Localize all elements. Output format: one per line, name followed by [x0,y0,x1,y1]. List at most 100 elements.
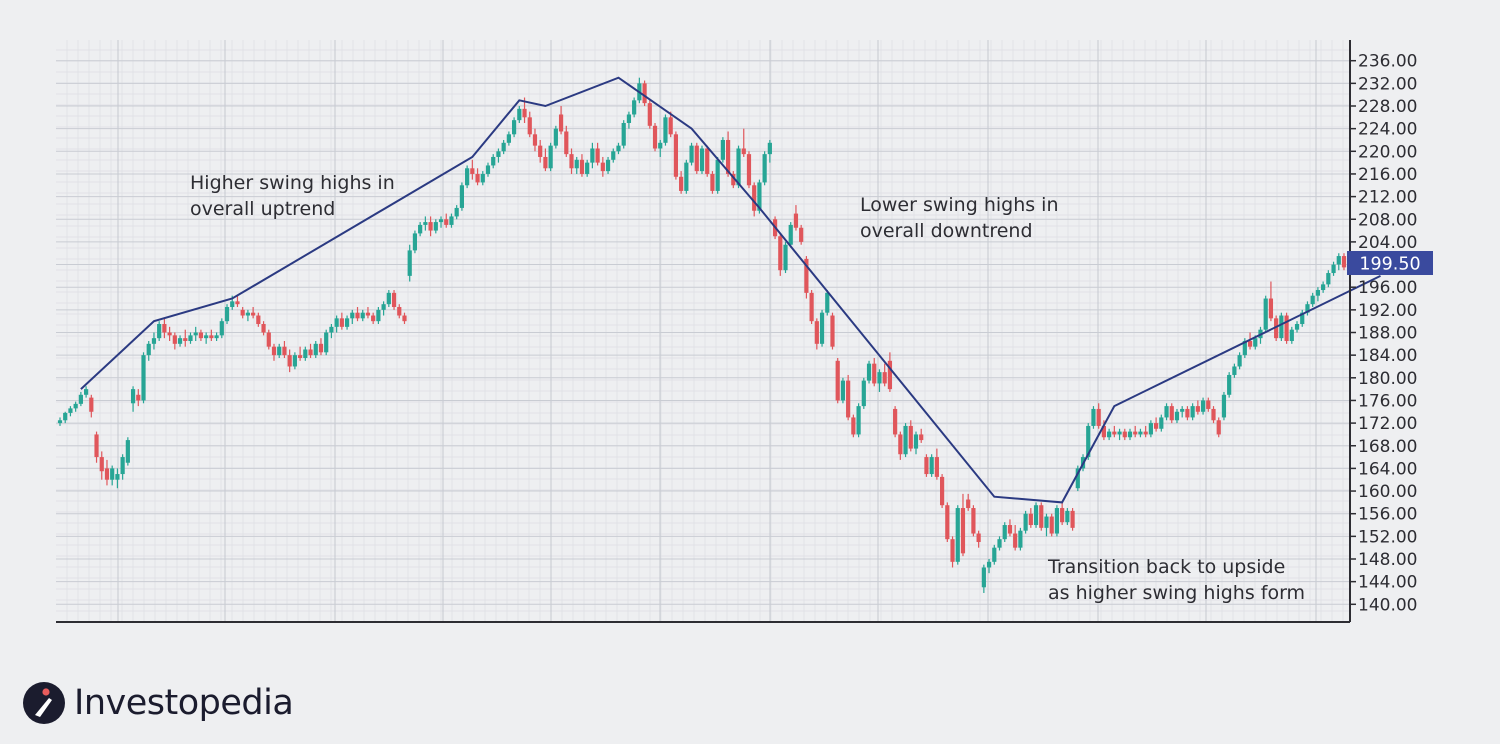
brand-logo: Investopedia [22,680,294,726]
candle-down [198,329,204,341]
candle-up [929,454,934,477]
candle-up [1127,428,1133,441]
candle-body [835,360,840,401]
candle-body [621,122,626,146]
candle-body [1216,420,1221,435]
candle-body [491,156,496,166]
candle-down [851,414,856,438]
candle-down [538,139,543,163]
candle-down [694,142,699,174]
candle-down [532,128,538,152]
candle-up [1331,261,1336,276]
candle-body [1211,408,1216,421]
candle-up [78,391,83,407]
candle-body [183,338,188,341]
candle-body [204,335,209,339]
candle-up [501,139,506,155]
candle-up [626,111,632,129]
candle-body [679,176,684,191]
candle-body [950,539,955,562]
candle-body [1206,400,1211,409]
candle-body [1300,312,1305,325]
candle-body [825,292,830,313]
candle-down [1341,253,1347,271]
candle-down [647,100,652,129]
candle-up [1018,527,1023,551]
candle-body [960,508,966,554]
candle-body [746,154,752,186]
candle-down [809,290,814,325]
candle-down [731,171,736,189]
candle-body [872,363,877,384]
candle-down [444,213,449,228]
candle-body [433,222,438,231]
candle-up [245,309,251,322]
candle-body [251,312,256,316]
candle-body [861,380,866,407]
candle-body [522,108,527,118]
last-price-tag: 199.50 [1347,251,1433,275]
candle-body [929,457,934,475]
candle-body [1268,298,1274,319]
candle-body [668,117,673,135]
y-tick-label: 228.00 [1358,97,1417,117]
candle-down [934,448,939,480]
candle-body [89,397,94,412]
candle-up [1033,502,1039,528]
candle-body [1174,411,1180,421]
candle-body [579,159,585,174]
y-tick-label: 188.00 [1358,324,1417,344]
candle-body [877,372,882,384]
candle-body [68,408,73,413]
candle-up [511,117,517,138]
candle-down [1007,519,1013,537]
candle-up [1148,420,1153,438]
y-tick-label: 224.00 [1358,120,1417,140]
candle-up [224,304,230,325]
candle-body [287,355,292,367]
candle-down [1206,397,1211,412]
candle-body [57,420,63,424]
investopedia-logo-icon [23,682,65,724]
candle-body [611,151,616,160]
candle-body [412,233,418,251]
candle-body [1143,431,1148,435]
candle-down [673,131,679,180]
candle-body [1096,408,1101,426]
candle-down [971,505,976,537]
candle-body [1180,408,1185,412]
candle-body [1127,431,1133,438]
candle-up [146,340,151,361]
y-tick-label: 204.00 [1358,233,1417,253]
candle-body [125,440,130,463]
candle-body [908,425,913,449]
candle-up [83,386,89,398]
candle-body [564,131,569,155]
candle-body [1075,468,1080,489]
candle-up [277,343,282,358]
candle-down [162,318,167,339]
candle-up [57,417,63,426]
candle-body [386,292,391,305]
candle-body [866,363,872,381]
candle-body [527,117,532,135]
candle-down [752,182,757,217]
candle-down [256,312,261,327]
candle-up [438,216,444,228]
candle-down [898,431,903,460]
annotation-transition: Transition back to upside as higher swin… [1048,554,1305,606]
candle-up [1289,326,1294,344]
y-tick-label: 212.00 [1358,188,1417,208]
candle-down [835,357,840,404]
candle-up [856,403,861,438]
candle-body [350,312,355,319]
candle-up [1315,287,1321,302]
candle-down [235,295,240,308]
candle-body [887,360,893,390]
candle-up [313,340,318,358]
candle-body [934,457,939,477]
candle-body [1305,304,1310,313]
candle-down [1039,502,1044,531]
axes [56,40,1351,623]
candle-down [339,312,344,330]
